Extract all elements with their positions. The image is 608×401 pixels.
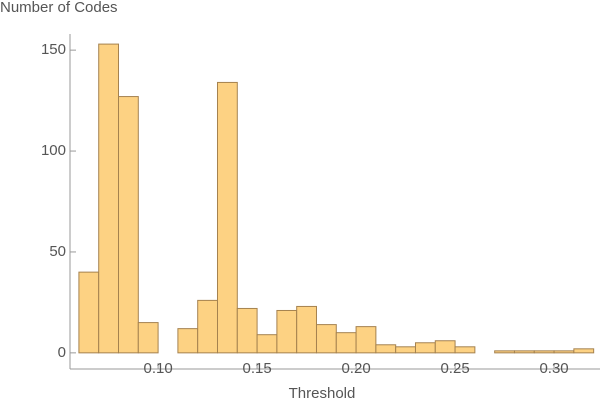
x-tick-label: 0.15	[242, 360, 271, 377]
bar	[573, 348, 595, 354]
x-tick-label: 0.30	[539, 360, 568, 377]
bar	[197, 299, 218, 354]
bar	[216, 81, 238, 354]
x-tick-label: 0.25	[440, 360, 469, 377]
y-tick-label: 100	[41, 142, 66, 159]
bar	[335, 332, 357, 354]
bar	[177, 328, 199, 354]
y-tick-label: 50	[49, 243, 66, 260]
bar	[118, 96, 139, 354]
bar	[553, 350, 575, 354]
bar	[296, 305, 317, 354]
bar	[355, 326, 377, 354]
bar	[513, 350, 535, 354]
bar	[533, 350, 555, 354]
y-tick-label: 150	[41, 41, 66, 58]
y-axis-label: Number of Codes	[0, 0, 118, 16]
bar	[454, 346, 476, 354]
x-tick-label: 0.20	[341, 360, 370, 377]
bar	[395, 346, 416, 354]
bar	[137, 322, 159, 354]
x-tick-label: 0.10	[144, 360, 173, 377]
bar	[315, 324, 337, 354]
bar	[236, 307, 258, 354]
bar	[434, 340, 456, 354]
bar	[78, 271, 100, 354]
bar	[375, 344, 397, 354]
y-tick-label: 0	[58, 344, 66, 361]
x-axis-label: Threshold	[289, 385, 356, 401]
bar	[256, 334, 278, 354]
bar	[276, 309, 298, 354]
bar	[98, 43, 120, 354]
bar	[414, 342, 436, 354]
bar	[494, 350, 515, 354]
